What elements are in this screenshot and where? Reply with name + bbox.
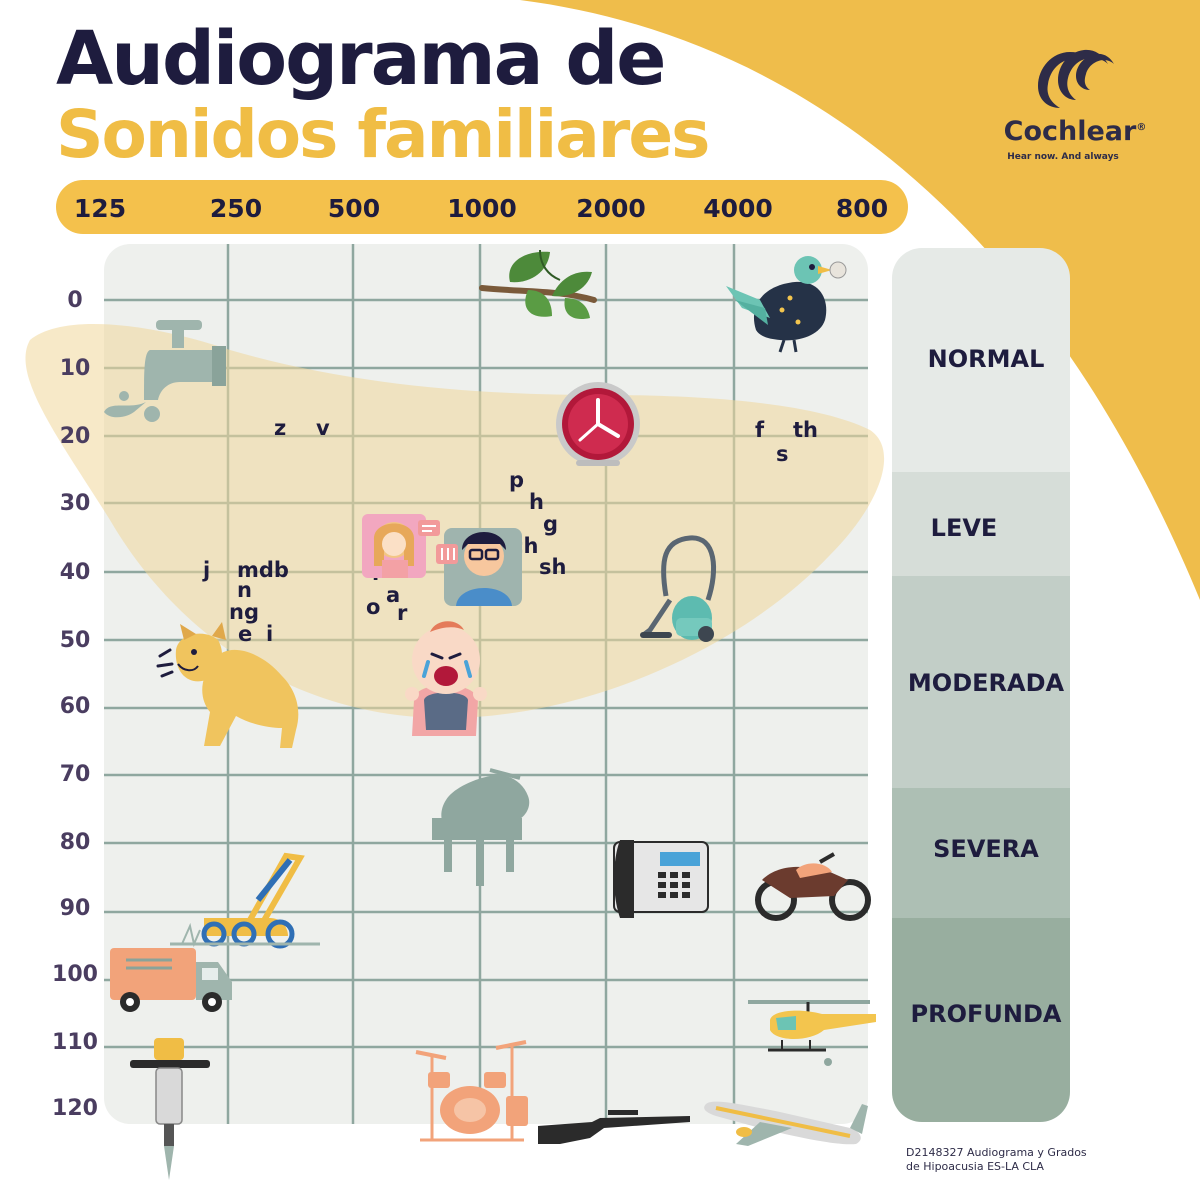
freq-label-2000: 2000 (576, 194, 646, 223)
hearing-level-column (892, 248, 1070, 1122)
phoneme-g: g (543, 512, 559, 536)
db-label-90: 90 (59, 896, 91, 921)
phoneme-n: n (237, 578, 252, 602)
cochlear-logo-icon (1038, 49, 1114, 108)
phoneme-s: s (776, 442, 789, 466)
freq-label-125: 125 (73, 194, 127, 223)
phoneme-a: a (386, 583, 401, 607)
phoneme-i: i (266, 622, 274, 646)
phoneme-z: z (274, 416, 287, 440)
phoneme-o: o (366, 595, 381, 619)
phoneme-h: h (529, 490, 544, 514)
db-label-40: 40 (59, 560, 91, 585)
freq-label-4000: 4000 (703, 194, 773, 223)
freq-label-250: 250 (209, 194, 263, 223)
title-line-1: Audiograma de (56, 16, 666, 102)
phoneme-mdb: mdb (237, 558, 289, 582)
phoneme-r: r (397, 601, 408, 625)
db-label-60: 60 (59, 694, 91, 719)
phoneme-ch: ch (511, 534, 539, 558)
db-label-20: 20 (59, 424, 91, 449)
db-label-30: 30 (59, 491, 91, 516)
db-label-110: 110 (52, 1030, 98, 1055)
phoneme-ng: ng (229, 600, 259, 624)
logo-tagline: Hear now. And always (1007, 152, 1119, 162)
phoneme-u: u (240, 650, 255, 674)
phoneme-j: j (203, 558, 211, 582)
level-normal: NORMAL (927, 345, 1045, 373)
phoneme-v: v (316, 416, 330, 440)
level-severa: SEVERA (933, 835, 1039, 863)
db-label-70: 70 (59, 762, 91, 787)
phoneme-p: p (509, 468, 525, 492)
freq-label-1000: 1000 (447, 194, 517, 223)
level-profunda: PROFUNDA (910, 1000, 1062, 1028)
db-label-120: 120 (52, 1096, 98, 1121)
title-line-2: Sonidos familiares (56, 96, 710, 173)
level-moderada: MODERADA (907, 669, 1065, 697)
level-leve: LEVE (930, 514, 998, 542)
document-code: D2148327 Audiograma y Grados de Hipoacus… (906, 1146, 1087, 1174)
logo-wordmark: Cochlear® (1003, 116, 1147, 147)
db-label-0: 0 (67, 288, 83, 313)
db-label-80: 80 (59, 830, 91, 855)
phoneme-l: l (372, 561, 380, 585)
freq-label-500: 500 (327, 194, 381, 223)
phoneme-e: e (238, 622, 253, 646)
phoneme-th: th (793, 418, 818, 442)
db-label-50: 50 (59, 628, 91, 653)
phoneme-sh: sh (539, 555, 567, 579)
db-label-10: 10 (59, 356, 91, 381)
freq-label-800: 800 (835, 194, 889, 223)
db-label-100: 100 (52, 962, 98, 987)
frequency-bar (56, 180, 908, 234)
phoneme-f: f (755, 418, 765, 442)
